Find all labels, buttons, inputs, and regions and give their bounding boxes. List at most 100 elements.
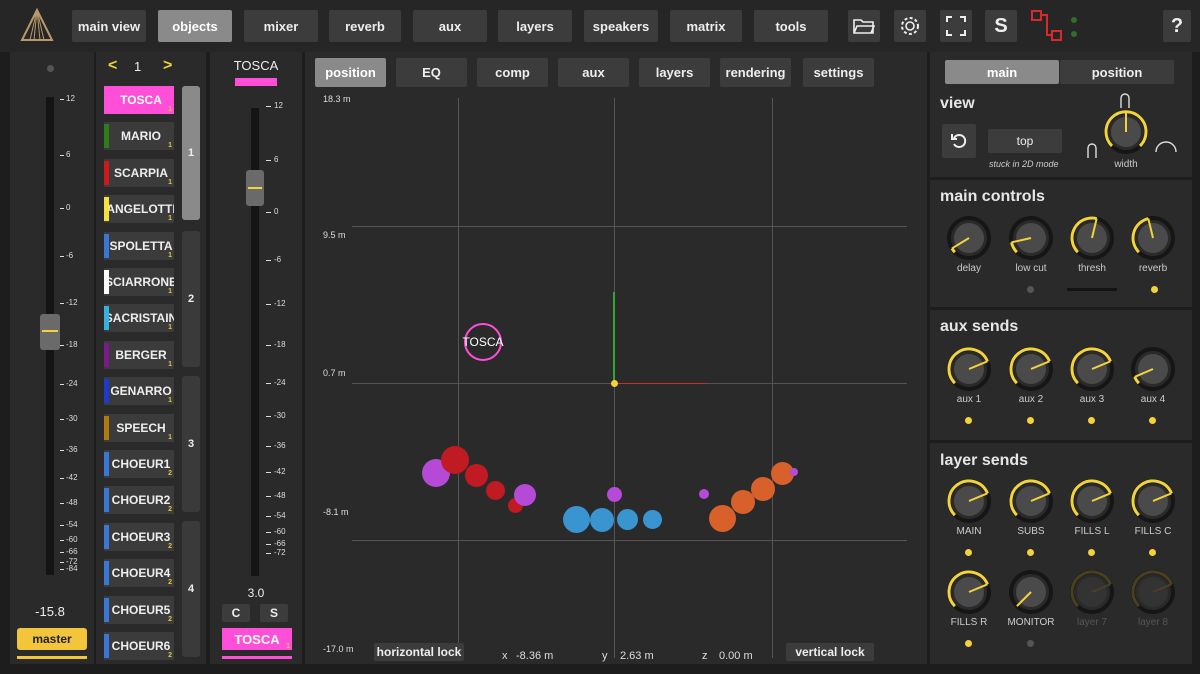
channel-tick: 6 bbox=[274, 155, 279, 164]
object-ball[interactable] bbox=[590, 508, 614, 532]
network-icon[interactable] bbox=[1030, 9, 1064, 43]
main-low-cut-knob[interactable] bbox=[1009, 216, 1053, 260]
tab-main[interactable]: main bbox=[945, 60, 1059, 84]
object-item[interactable]: BERGER 1 bbox=[104, 340, 174, 369]
object-item[interactable]: CHOEUR4 2 bbox=[104, 559, 174, 588]
nav-aux[interactable]: aux bbox=[413, 10, 487, 42]
master-tick: -36 bbox=[66, 445, 78, 454]
fullscreen-button[interactable] bbox=[940, 10, 972, 42]
aux-2-knob[interactable] bbox=[1009, 347, 1053, 391]
object-ball[interactable] bbox=[514, 484, 536, 506]
aux-1-knob[interactable] bbox=[947, 347, 991, 391]
nav-tools[interactable]: tools bbox=[754, 10, 828, 42]
object-item[interactable]: SPOLETTA 1 bbox=[104, 231, 174, 260]
object-item[interactable]: MARIO 1 bbox=[104, 122, 174, 151]
object-item[interactable]: CHOEUR6 2 bbox=[104, 632, 174, 660]
object-ball[interactable] bbox=[486, 481, 505, 500]
tab-settings[interactable]: settings bbox=[803, 58, 874, 87]
main-reverb-knob[interactable] bbox=[1131, 216, 1175, 260]
vertical-lock-button[interactable]: vertical lock bbox=[786, 643, 874, 661]
object-ball[interactable] bbox=[643, 510, 662, 529]
object-ball[interactable] bbox=[709, 505, 736, 532]
group-block[interactable]: 1 bbox=[182, 86, 200, 220]
object-ball[interactable] bbox=[607, 487, 622, 502]
aux-4-knob[interactable] bbox=[1131, 347, 1175, 391]
object-item[interactable]: CHOEUR2 2 bbox=[104, 486, 174, 515]
channel-fader-handle[interactable] bbox=[246, 170, 264, 206]
object-item[interactable]: CHOEUR1 2 bbox=[104, 450, 174, 478]
object-ball[interactable] bbox=[731, 490, 755, 514]
object-ball[interactable] bbox=[790, 468, 798, 476]
object-ball[interactable] bbox=[699, 489, 709, 499]
layer-fills-l-knob[interactable] bbox=[1070, 479, 1114, 523]
width-knob[interactable] bbox=[1104, 110, 1148, 154]
tab-rendering[interactable]: rendering bbox=[720, 58, 791, 87]
object-item[interactable]: SPEECH 1 bbox=[104, 413, 174, 442]
layer-subs-knob[interactable] bbox=[1009, 479, 1053, 523]
tab-position[interactable]: position bbox=[315, 58, 386, 87]
object-ball[interactable] bbox=[465, 464, 488, 487]
layer-fills-c-knob[interactable] bbox=[1131, 479, 1175, 523]
nav-layers[interactable]: layers bbox=[498, 10, 572, 42]
aux-3-knob[interactable] bbox=[1070, 347, 1114, 391]
nav-matrix[interactable]: matrix bbox=[670, 10, 742, 42]
object-item[interactable]: CHOEUR3 2 bbox=[104, 522, 174, 551]
channel-fader-track[interactable] bbox=[251, 108, 259, 576]
next-page-button[interactable]: > bbox=[163, 57, 173, 74]
selected-object-ring[interactable] bbox=[464, 323, 502, 361]
object-item[interactable]: SCIARRONE 1 bbox=[104, 268, 174, 296]
object-name: SACRISTAIN bbox=[104, 311, 174, 326]
channel-tick: 12 bbox=[274, 101, 283, 110]
object-item[interactable]: GENARRO 1 bbox=[104, 377, 174, 406]
object-item[interactable]: SACRISTAIN 1 bbox=[104, 304, 174, 333]
aux-2-label: aux 2 bbox=[1018, 394, 1044, 405]
channel-s-button[interactable]: S bbox=[260, 604, 288, 622]
channel-name-button[interactable]: TOSCA 1 bbox=[222, 628, 292, 650]
solo-button[interactable]: S bbox=[985, 10, 1017, 42]
group-block[interactable]: 2 bbox=[182, 231, 200, 367]
object-ball[interactable] bbox=[563, 506, 590, 533]
main-thresh-label: thresh bbox=[1078, 263, 1106, 274]
help-button[interactable]: ? bbox=[1163, 10, 1191, 42]
master-button[interactable]: master bbox=[17, 628, 87, 650]
channel-c-button[interactable]: C bbox=[222, 604, 250, 622]
object-item[interactable]: ANGELOTTI 1 bbox=[104, 195, 174, 224]
nav-mixer[interactable]: mixer bbox=[244, 10, 318, 42]
nav-main-view[interactable]: main view bbox=[72, 10, 146, 42]
layer-main-knob[interactable] bbox=[947, 479, 991, 523]
tab-aux[interactable]: aux bbox=[558, 58, 629, 87]
tab-position[interactable]: position bbox=[1060, 60, 1174, 84]
object-item[interactable]: TOSCA 1 bbox=[104, 86, 174, 114]
prev-page-button[interactable]: < bbox=[108, 57, 118, 74]
object-color-bar bbox=[104, 197, 109, 222]
main-thresh-knob[interactable] bbox=[1070, 216, 1114, 260]
layer-monitor-knob[interactable] bbox=[1009, 570, 1053, 614]
channel-tick: -48 bbox=[274, 491, 286, 500]
layer-fills-r-label: FILLS R bbox=[950, 617, 988, 628]
layer-fills-r-knob[interactable] bbox=[947, 570, 991, 614]
main-delay-knob[interactable] bbox=[947, 216, 991, 260]
object-ball[interactable] bbox=[751, 477, 775, 501]
reset-view-button[interactable] bbox=[942, 124, 976, 158]
object-ball[interactable] bbox=[771, 462, 794, 485]
view-mode-button[interactable]: top bbox=[988, 129, 1062, 153]
tab-comp[interactable]: comp bbox=[477, 58, 548, 87]
nav-reverb[interactable]: reverb bbox=[329, 10, 401, 42]
group-block[interactable]: 3 bbox=[182, 376, 200, 512]
nav-objects[interactable]: objects bbox=[158, 10, 232, 42]
settings-button[interactable] bbox=[894, 10, 926, 42]
object-item[interactable]: SCARPIA 1 bbox=[104, 158, 174, 187]
master-tick: 0 bbox=[66, 203, 71, 212]
object-item[interactable]: CHOEUR5 2 bbox=[104, 595, 174, 624]
layer-layer-8-knob[interactable] bbox=[1131, 570, 1175, 614]
object-ball[interactable] bbox=[441, 446, 469, 474]
layer-layer-7-knob[interactable] bbox=[1070, 570, 1114, 614]
open-folder-button[interactable] bbox=[848, 10, 880, 42]
tab-eq[interactable]: EQ bbox=[396, 58, 467, 87]
object-ball[interactable] bbox=[617, 509, 638, 530]
master-fader-handle[interactable] bbox=[40, 314, 60, 350]
horizontal-lock-button[interactable]: horizontal lock bbox=[374, 643, 464, 661]
tab-layers[interactable]: layers bbox=[639, 58, 710, 87]
group-block[interactable]: 4 bbox=[182, 521, 200, 657]
nav-speakers[interactable]: speakers bbox=[584, 10, 658, 42]
